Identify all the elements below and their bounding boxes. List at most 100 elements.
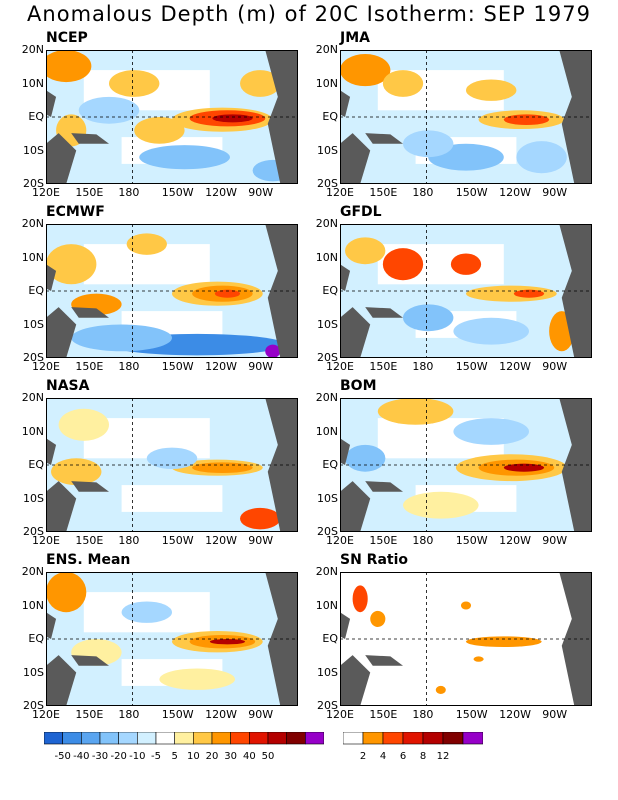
lon-tick-label: 90W — [248, 708, 274, 721]
colorbar-label: 2 — [360, 751, 366, 762]
lon-tick-label: 150W — [455, 186, 488, 199]
anomaly-contour — [146, 447, 198, 470]
anomaly-contour — [403, 304, 454, 332]
colorbar-label: -5 — [151, 751, 161, 762]
anomaly-contour — [473, 656, 484, 662]
lon-tick-label: 90W — [542, 708, 568, 721]
lat-tick-label: 10N — [315, 424, 338, 438]
colorbar-label: 10 — [187, 751, 200, 762]
anomaly-contour — [159, 668, 235, 690]
lon-tick-label: 180 — [412, 708, 434, 721]
map-panel: BOM 20N 10N EQ 10S 20S 120E 150E 180 150W 120W 90W — [294, 378, 606, 552]
panel-title: SN Ratio — [340, 552, 409, 568]
colorbar-label: 12 — [437, 751, 450, 762]
colorbar-swatch — [442, 732, 464, 745]
anomaly-contour — [51, 458, 102, 486]
lon-tick-label: 120E — [32, 534, 60, 547]
lon-tick-label: 120E — [32, 708, 60, 721]
colorbar-swatch — [305, 732, 324, 745]
anomaly-contour — [503, 463, 545, 472]
lat-tick-label: 20S — [23, 525, 44, 538]
lon-tick-label: 150E — [369, 186, 398, 199]
lat-tick-label: EQ — [322, 632, 338, 645]
anomaly-contour — [516, 141, 567, 174]
lat-tick-label: 20N — [21, 43, 44, 56]
anomaly-contour — [382, 248, 424, 281]
map-plot — [340, 572, 592, 706]
colorbar-swatch — [155, 732, 175, 745]
new-guinea-land — [71, 655, 109, 666]
colorbar-swatch — [422, 732, 444, 745]
colorbar-label: 8 — [420, 751, 426, 762]
anomaly-contour — [403, 130, 454, 158]
anomaly-contour — [453, 418, 529, 445]
lat-tick-label: 10S — [317, 317, 338, 331]
new-guinea-land — [71, 481, 109, 492]
colorbar-label: 6 — [400, 751, 406, 762]
lat-tick-label: 10S — [23, 317, 44, 331]
lat-tick-label: 20S — [23, 177, 44, 190]
panel-title: NCEP — [46, 30, 88, 46]
lon-tick-label: 150E — [369, 708, 398, 721]
lon-tick-label: 180 — [412, 186, 434, 199]
anomaly-contour — [466, 636, 542, 648]
philippines-land — [340, 438, 351, 465]
colorbar-swatch — [99, 732, 119, 745]
plot-frame — [46, 572, 298, 706]
anomaly-contour — [382, 70, 424, 97]
colorbar-label: 30 — [224, 751, 237, 762]
lon-tick-label: 120E — [326, 360, 354, 373]
lat-tick-label: EQ — [322, 458, 338, 471]
anomaly-contour — [214, 289, 241, 298]
map-plot — [46, 50, 298, 184]
anomaly-contour — [370, 610, 386, 627]
lon-tick-label: 150W — [161, 534, 194, 547]
anomaly-contour — [109, 70, 160, 97]
lat-tick-label: 10S — [317, 491, 338, 505]
colorbar-swatch — [267, 732, 287, 745]
new-guinea-land — [365, 133, 403, 144]
colorbar-label: -30 — [92, 751, 108, 762]
anomaly-contour — [450, 253, 482, 275]
colorbar-swatch — [343, 732, 364, 745]
lat-tick-label: 10N — [21, 250, 44, 264]
lat-tick-label: EQ — [322, 110, 338, 123]
lon-tick-label: 150W — [161, 186, 194, 199]
lon-tick-label: 120W — [499, 186, 531, 199]
anomaly-contour — [46, 572, 87, 613]
map-plot — [46, 572, 298, 706]
colorbar-label: 50 — [262, 751, 275, 762]
map-plot — [340, 224, 592, 358]
lon-tick-label: 150E — [369, 360, 398, 373]
lon-tick-label: 150W — [455, 360, 488, 373]
plot-frame — [340, 398, 592, 532]
lon-tick-label: 90W — [248, 360, 274, 373]
map-panel: NCEP 20N 10N EQ 10S 20S 120E 150E 180 150W 120W 90W — [0, 30, 312, 204]
australia-land — [46, 133, 77, 184]
map-plot — [46, 224, 298, 358]
anomaly-contour — [209, 639, 246, 645]
plot-frame — [46, 224, 298, 358]
anomaly-contour — [453, 317, 529, 345]
lon-tick-label: 120E — [326, 186, 354, 199]
lat-tick-label: 20S — [23, 351, 44, 364]
map-panel: ECMWF 20N 10N EQ 10S 20S 120E 150E 180 150W 120W 90… — [0, 204, 312, 378]
plot-frame — [340, 572, 592, 706]
lat-tick-label: 20N — [315, 43, 338, 56]
lon-tick-label: 120W — [205, 708, 237, 721]
anomaly-colorbar: -50 -40 -30 -20 -10 -5 5 10 20 30 40 50 — [44, 732, 324, 762]
new-guinea-land — [365, 307, 403, 318]
lon-tick-label: 120W — [205, 534, 237, 547]
map-panel: JMA 20N 10N EQ 10S 20S 120E 150E 180 150W 120W 90W — [294, 30, 606, 204]
colorbar-swatch — [137, 732, 157, 745]
lon-tick-label: 150W — [455, 708, 488, 721]
plot-frame — [340, 224, 592, 358]
colorbar-label: 4 — [380, 751, 386, 762]
lat-tick-label: 10S — [23, 143, 44, 157]
lat-tick-label: 10S — [23, 665, 44, 679]
lon-tick-label: 180 — [118, 186, 140, 199]
colorbar-label: -10 — [129, 751, 145, 762]
anomaly-contour — [466, 79, 517, 101]
lat-tick-label: 20N — [315, 217, 338, 230]
lat-tick-label: 10N — [21, 76, 44, 90]
